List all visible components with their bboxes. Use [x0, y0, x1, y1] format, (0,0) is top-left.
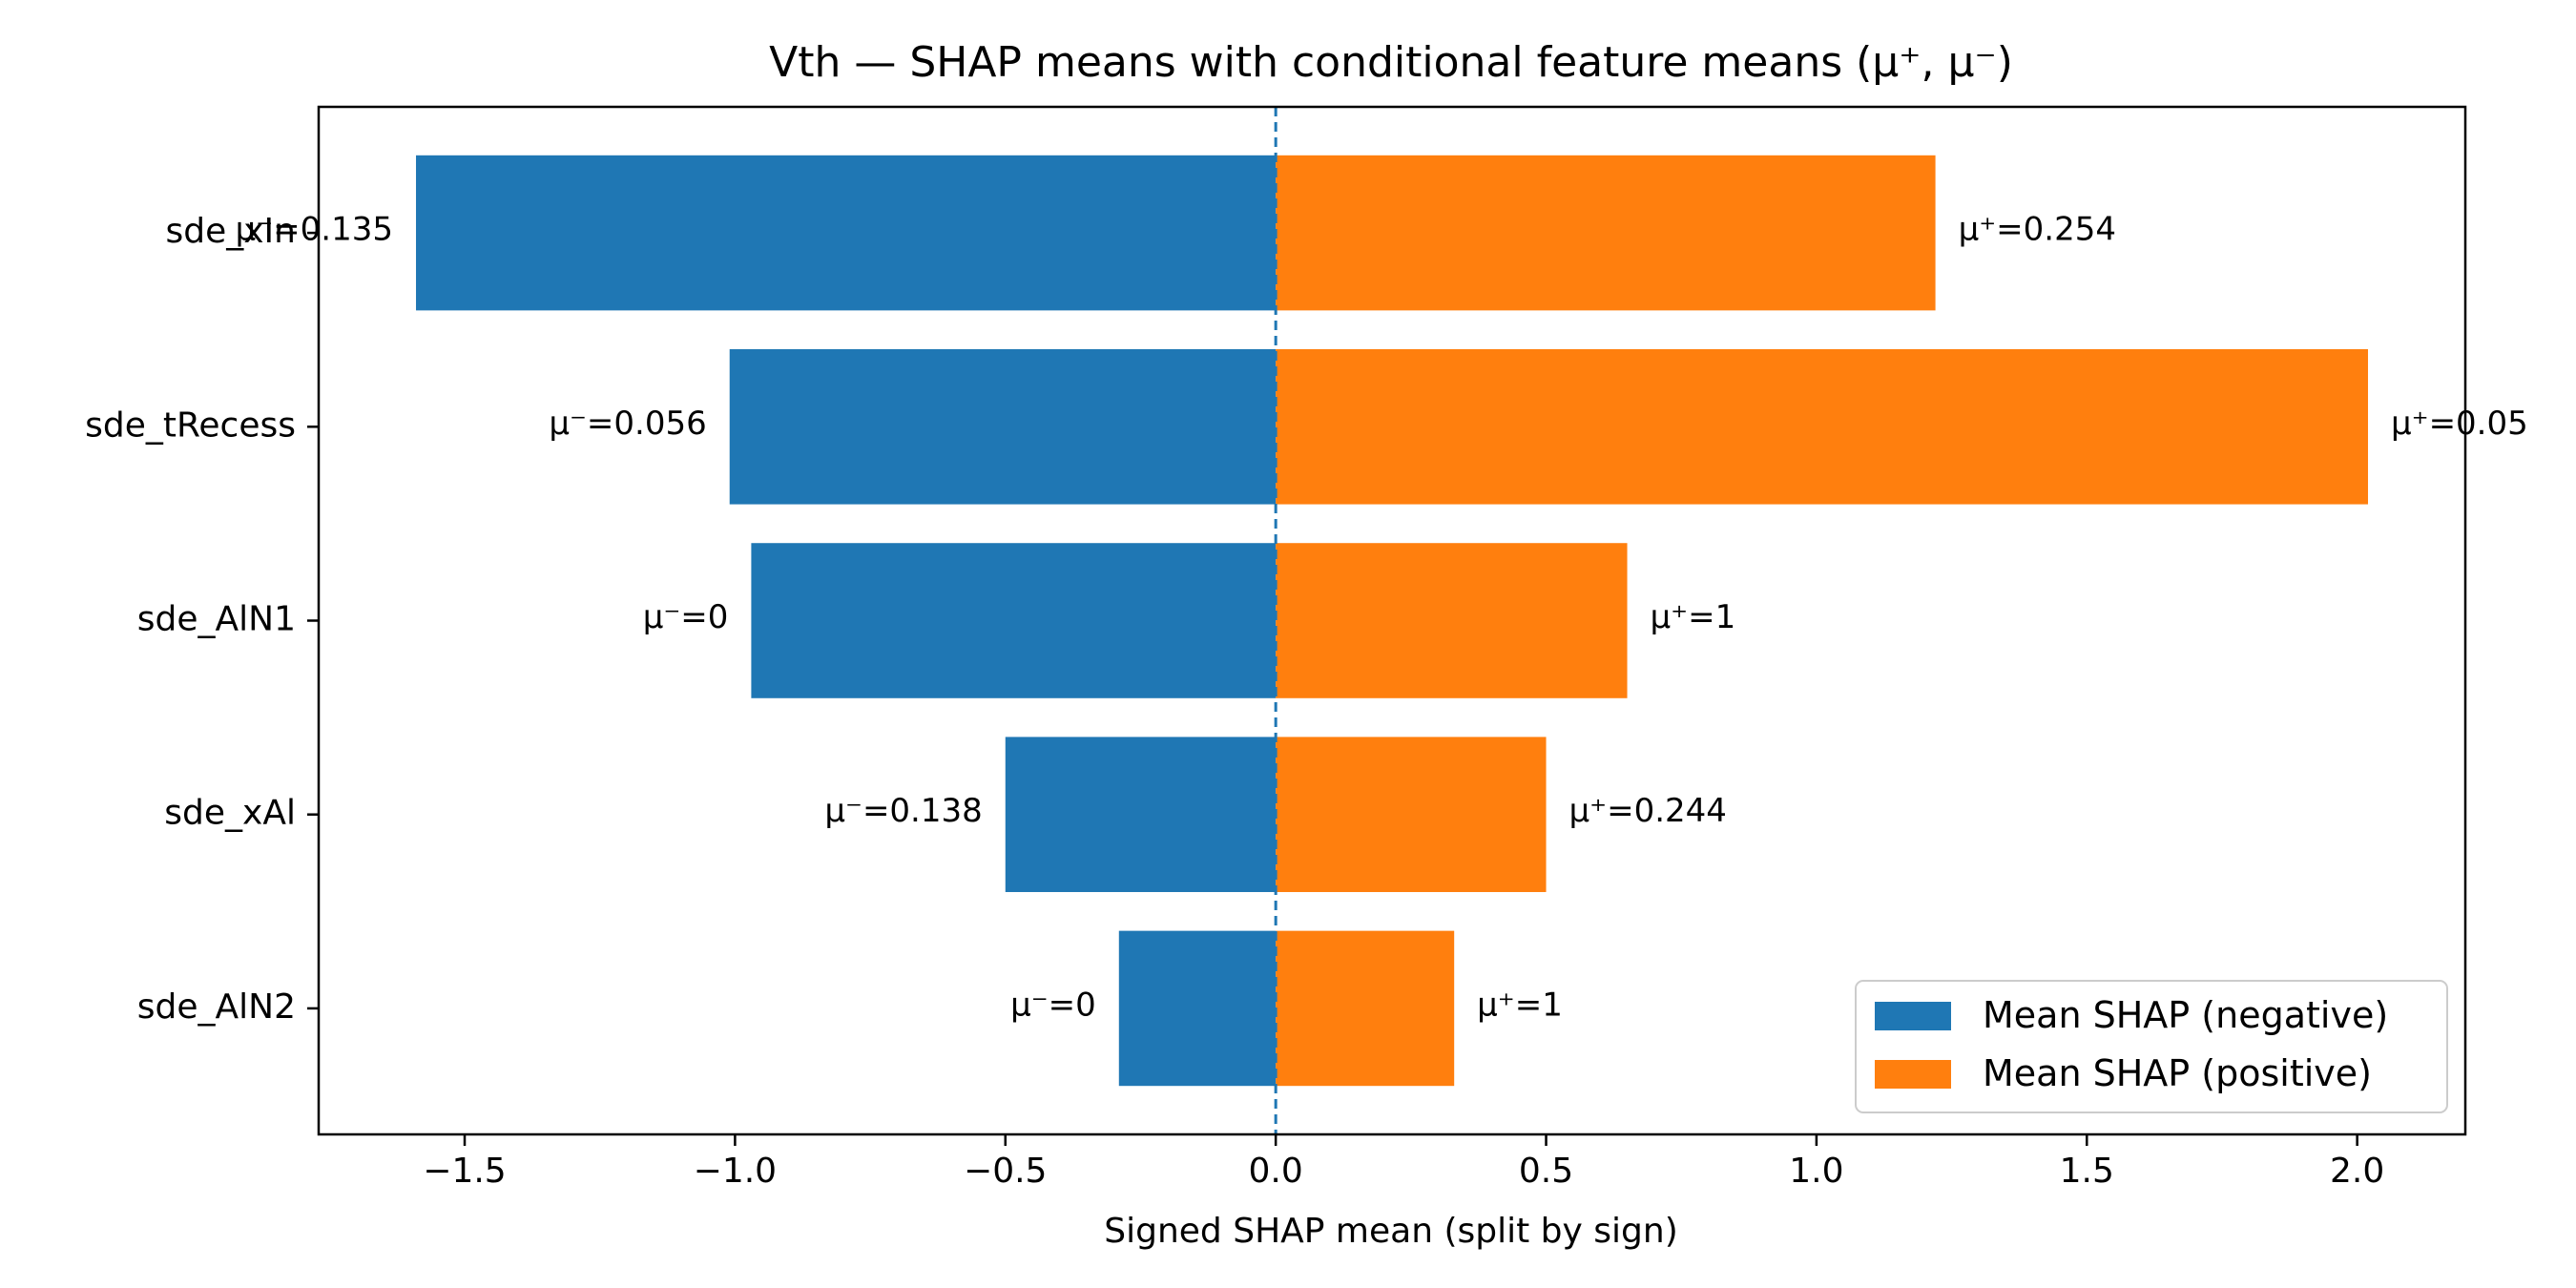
bar-positive-sde_AlN2	[1276, 930, 1455, 1087]
legend-box	[1855, 980, 2448, 1113]
bar-negative-sde_xIn	[416, 155, 1277, 311]
data-label-negative-sde_xIn: μ⁻=0.135	[236, 211, 393, 249]
bars-layer	[416, 155, 2368, 1087]
y-axis: sde_xIn sde_tRecess sde_AlN1 sde_xAl sde_AlN…	[85, 212, 319, 1027]
legend: Mean SHAP (negative) Mean SHAP (positive…	[1855, 980, 2448, 1113]
x-tick-label: −0.5	[964, 1152, 1047, 1191]
data-label-positive-sde_tRecess: μ⁺=0.05	[2391, 405, 2528, 443]
bar-positive-sde_xAl	[1276, 737, 1547, 892]
bar-positive-sde_AlN1	[1276, 543, 1628, 698]
y-tick-label-sde_xIn: sde_xIn	[166, 212, 297, 251]
data-label-negative-sde_xAl: μ⁻=0.138	[824, 792, 982, 830]
bar-positive-sde_tRecess	[1276, 349, 2368, 505]
data-labels-layer: μ⁻=0.135 μ⁻=0.056 μ⁻=0 μ⁻=0.138 μ⁻=0 μ⁺=0.254…	[236, 211, 2528, 1025]
chart-title: Vth — SHAP means with conditional featur…	[769, 38, 2013, 87]
x-tick-label: −1.0	[694, 1152, 777, 1191]
data-label-negative-sde_AlN1: μ⁻=0	[643, 598, 729, 636]
y-tick-label-sde_xAl: sde_xAl	[164, 794, 296, 833]
bar-negative-sde_AlN2	[1118, 930, 1277, 1087]
x-tick-label: 0.5	[1519, 1152, 1573, 1191]
data-label-positive-sde_AlN2: μ⁺=1	[1477, 986, 1563, 1024]
data-label-negative-sde_tRecess: μ⁻=0.056	[549, 405, 706, 443]
legend-label-negative: Mean SHAP (negative)	[1983, 994, 2388, 1036]
x-tick-label: 0.0	[1249, 1152, 1303, 1191]
x-axis: −1.5 −1.0 −0.5 0.0 0.5 1.0 1.5 2.0	[423, 1134, 2384, 1191]
data-label-positive-sde_xIn: μ⁺=0.254	[1959, 211, 2116, 249]
data-label-negative-sde_AlN2: μ⁻=0	[1010, 986, 1096, 1024]
bar-negative-sde_xAl	[1005, 737, 1277, 892]
y-tick-label-sde_AlN2: sde_AlN2	[137, 987, 296, 1027]
legend-swatch-positive	[1875, 1060, 1951, 1089]
legend-label-positive: Mean SHAP (positive)	[1983, 1052, 2372, 1094]
x-tick-label: 1.0	[1789, 1152, 1843, 1191]
legend-swatch-negative	[1875, 1002, 1951, 1030]
data-label-positive-sde_AlN1: μ⁺=1	[1651, 598, 1736, 636]
y-tick-label-sde_tRecess: sde_tRecess	[85, 405, 296, 445]
bar-negative-sde_tRecess	[729, 349, 1277, 505]
x-tick-label: 2.0	[2330, 1152, 2384, 1191]
plot-frame	[317, 105, 2467, 1136]
x-axis-label: Signed SHAP mean (split by sign)	[1104, 1212, 1678, 1251]
bar-negative-sde_AlN1	[751, 543, 1277, 698]
y-tick-label-sde_AlN1: sde_AlN1	[137, 600, 296, 639]
x-tick-label: −1.5	[423, 1152, 506, 1191]
bar-positive-sde_xIn	[1276, 155, 1936, 311]
data-label-positive-sde_xAl: μ⁺=0.244	[1569, 792, 1727, 830]
x-tick-label: 1.5	[2060, 1152, 2114, 1191]
